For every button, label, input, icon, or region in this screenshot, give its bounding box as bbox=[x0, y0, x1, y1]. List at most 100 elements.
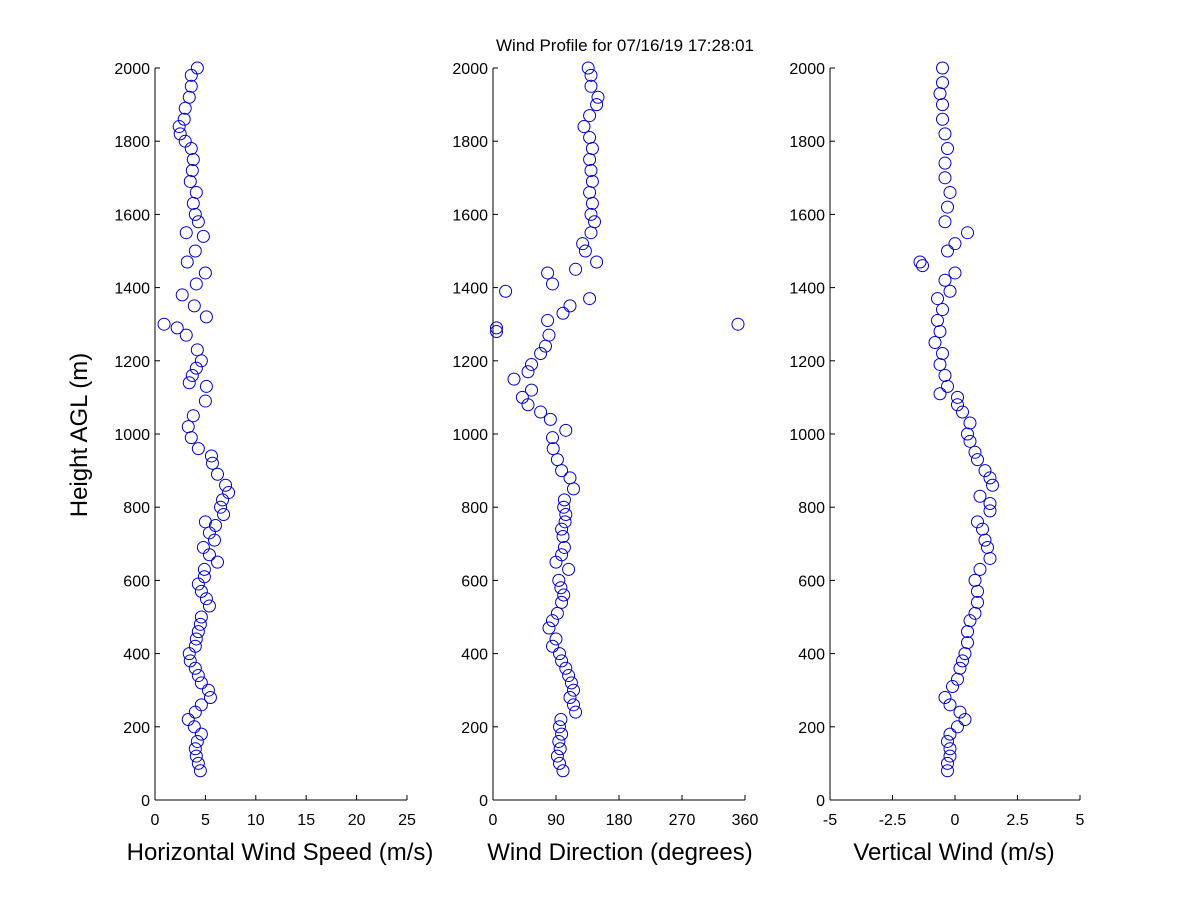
data-point bbox=[951, 720, 964, 734]
y-tick-label: 2000 bbox=[452, 61, 488, 78]
data-point bbox=[191, 756, 205, 770]
data-point bbox=[550, 749, 564, 763]
data-point bbox=[193, 764, 207, 778]
data-point bbox=[553, 742, 567, 756]
data-point bbox=[534, 346, 548, 360]
x-axis-label: Horizontal Wind Speed (m/s) bbox=[127, 839, 434, 866]
y-tick-label: 1000 bbox=[789, 427, 825, 444]
data-point bbox=[199, 592, 213, 606]
x-tick-label: 15 bbox=[297, 812, 315, 829]
data-point bbox=[591, 90, 605, 104]
data-point bbox=[557, 588, 571, 602]
data-point bbox=[170, 321, 184, 335]
data-point bbox=[583, 292, 597, 306]
data-point bbox=[562, 669, 576, 683]
data-point bbox=[191, 669, 205, 683]
x-tick-label: 0 bbox=[951, 812, 960, 829]
data-point bbox=[189, 632, 203, 646]
x-tick-label: -2.5 bbox=[879, 812, 907, 829]
data-point bbox=[555, 548, 569, 562]
data-point bbox=[557, 493, 571, 507]
data-point bbox=[971, 515, 984, 529]
data-point bbox=[963, 614, 977, 628]
data-point bbox=[507, 372, 521, 386]
data-point bbox=[210, 555, 224, 569]
data-point bbox=[542, 621, 556, 635]
data-point bbox=[563, 691, 577, 705]
data-point bbox=[550, 453, 564, 467]
x-tick-label: 20 bbox=[348, 812, 366, 829]
y-tick-label: 600 bbox=[461, 573, 488, 590]
data-point bbox=[567, 698, 580, 712]
y-axis-label: Height AGL (m) bbox=[66, 353, 93, 518]
data-point bbox=[963, 434, 977, 448]
data-point bbox=[184, 68, 198, 82]
data-point bbox=[515, 390, 529, 404]
data-point bbox=[546, 639, 559, 653]
data-point bbox=[956, 405, 969, 419]
y-tick-label: 600 bbox=[798, 573, 825, 590]
y-tick-label: 400 bbox=[798, 647, 825, 664]
data-point bbox=[583, 185, 597, 199]
data-point bbox=[943, 185, 957, 199]
data-point bbox=[569, 705, 583, 719]
data-point bbox=[938, 368, 952, 382]
data-point bbox=[188, 705, 202, 719]
x-tick-label: 180 bbox=[606, 812, 633, 829]
data-point bbox=[983, 551, 997, 565]
data-point bbox=[190, 343, 204, 357]
data-point bbox=[941, 244, 954, 258]
data-point bbox=[201, 683, 215, 697]
data-point bbox=[933, 87, 947, 101]
x-tick-label: 5 bbox=[1076, 812, 1085, 829]
data-point bbox=[968, 445, 982, 459]
data-point bbox=[183, 174, 197, 188]
data-point bbox=[585, 174, 599, 188]
data-point bbox=[191, 215, 205, 229]
data-point bbox=[943, 698, 957, 712]
data-point bbox=[199, 310, 213, 324]
data-point bbox=[943, 749, 957, 763]
data-point bbox=[936, 98, 949, 112]
y-tick-label: 200 bbox=[461, 720, 488, 737]
y-tick-label: 400 bbox=[123, 647, 150, 664]
y-tick-label: 1600 bbox=[452, 207, 488, 224]
y-tick-label: 2000 bbox=[114, 61, 150, 78]
data-point bbox=[521, 365, 535, 379]
data-point bbox=[590, 255, 604, 269]
data-point bbox=[202, 599, 216, 613]
y-tick-label: 1000 bbox=[452, 427, 488, 444]
data-point bbox=[194, 698, 208, 712]
data-point bbox=[203, 691, 217, 705]
data-point bbox=[581, 61, 595, 75]
data-point bbox=[731, 317, 745, 331]
data-point bbox=[172, 120, 186, 134]
x-tick-label: 270 bbox=[669, 812, 696, 829]
data-point bbox=[971, 584, 984, 598]
data-point bbox=[943, 742, 957, 756]
data-point bbox=[559, 508, 573, 522]
data-point bbox=[187, 720, 201, 734]
data-point bbox=[933, 325, 947, 339]
data-point bbox=[204, 449, 218, 463]
y-tick-label: 800 bbox=[798, 500, 825, 517]
data-point bbox=[553, 756, 566, 770]
data-point bbox=[556, 306, 570, 320]
data-point bbox=[199, 379, 213, 393]
data-point bbox=[938, 171, 952, 185]
data-point bbox=[983, 497, 997, 511]
data-point bbox=[556, 764, 570, 778]
data-point bbox=[193, 617, 207, 631]
data-point bbox=[217, 508, 231, 522]
data-point bbox=[188, 742, 202, 756]
data-point bbox=[936, 112, 949, 126]
data-point bbox=[186, 196, 200, 210]
data-point bbox=[184, 79, 198, 93]
y-tick-label: 1200 bbox=[114, 354, 150, 371]
data-point bbox=[563, 299, 577, 313]
data-point bbox=[555, 522, 569, 536]
data-point bbox=[188, 661, 202, 675]
data-point bbox=[938, 215, 952, 229]
